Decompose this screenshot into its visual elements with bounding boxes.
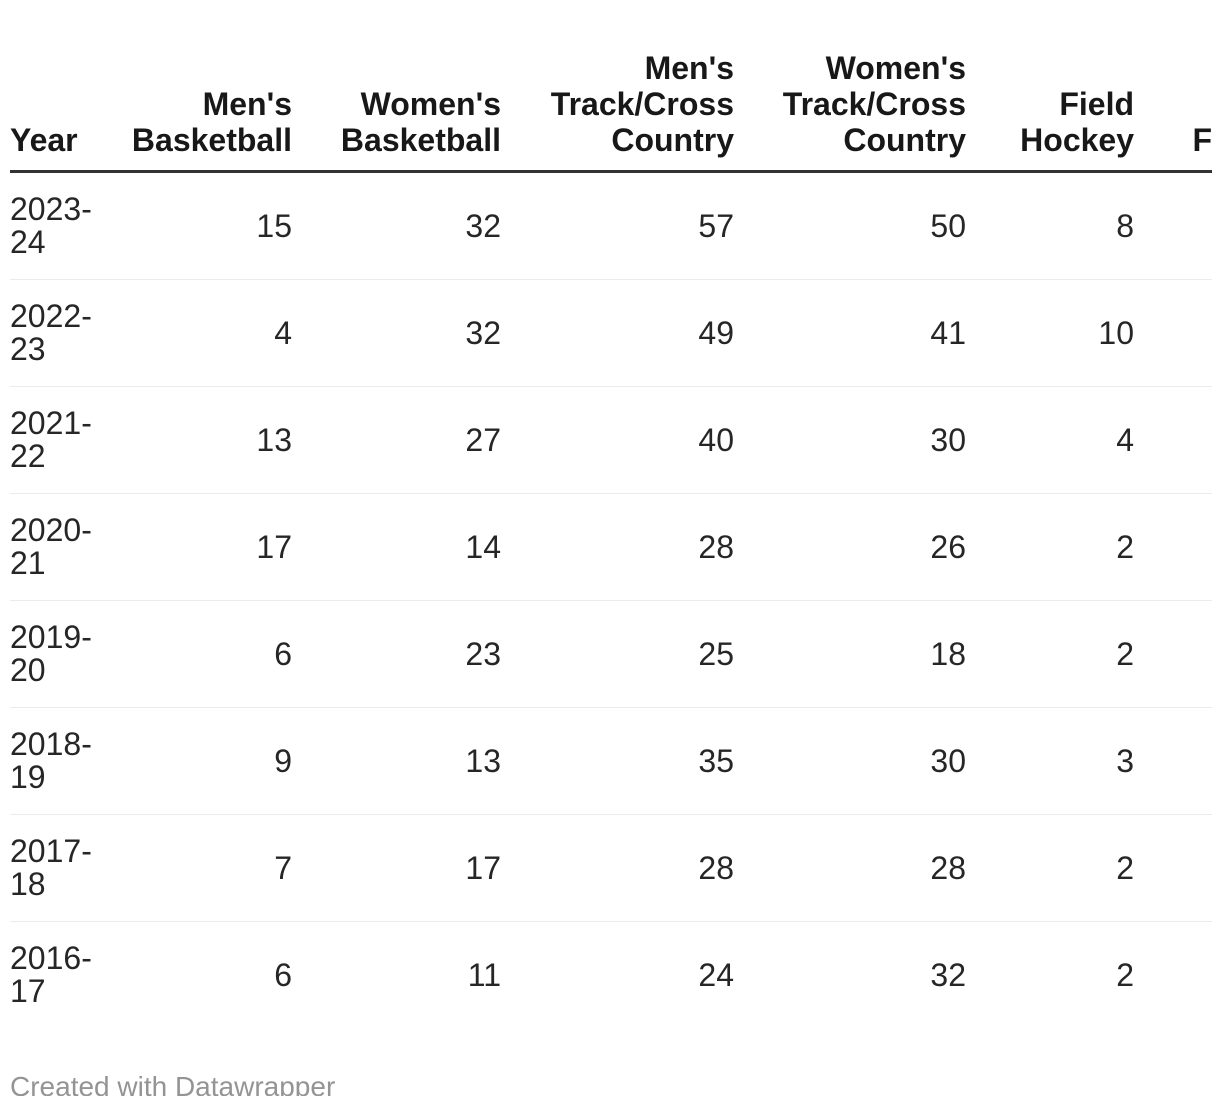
truncated-cell: [1134, 921, 1212, 1028]
womens-track-cell: 50: [930, 207, 966, 244]
mens-track-cell: 24: [501, 921, 734, 1028]
truncated-cell: [1134, 493, 1212, 601]
mens-basketball-cell: 7: [110, 814, 292, 922]
year-cell: 2020-21: [10, 493, 110, 601]
table-row: 2021-22 13 27 40 30 4: [10, 386, 1212, 494]
year-cell: 2019-20: [10, 600, 110, 708]
table-row: 2023-24 15 32 57 50 8: [10, 172, 1212, 280]
womens-track-cell: 26: [734, 493, 966, 601]
year-cell: 2022-23: [10, 279, 110, 387]
mens-basketball-cell: 6: [110, 600, 292, 708]
column-header-year: Year: [10, 0, 110, 173]
field-hockey-cell: 2: [966, 921, 1134, 1028]
table-row: 2020-21 17 14 28 26 2: [10, 493, 1212, 601]
mens-track-cell: 49: [501, 279, 734, 387]
womens-track-cell: 32: [734, 921, 966, 1028]
womens-track-cell: 41: [734, 279, 966, 387]
mens-basketball-cell: 17: [110, 493, 292, 601]
column-header-mens-basketball: Men's Basketball: [110, 0, 292, 173]
column-header-mens-track-cross-country: Men's Track/Cross Country: [501, 0, 734, 173]
womens-track-cell: 28: [734, 814, 966, 922]
field-hockey-cell: 4: [966, 386, 1134, 494]
column-header-womens-track-cross-country: Women's Track/Cross Country: [734, 0, 966, 173]
mens-basketball-cell: 9: [110, 707, 292, 815]
mens-basketball-cell: 6: [110, 921, 292, 1028]
mens-track-cell: 28: [501, 493, 734, 601]
mens-basketball-cell: 13: [110, 386, 292, 494]
mens-basketball-cell: 4: [110, 279, 292, 387]
womens-basketball-cell: 23: [292, 600, 501, 708]
truncated-cell: [1134, 386, 1212, 494]
field-hockey-cell: 2: [966, 493, 1134, 601]
year-cell: 2016-17: [10, 921, 110, 1028]
womens-basketball-cell: 27: [292, 386, 501, 494]
mens-track-cell: 25: [501, 600, 734, 708]
womens-basketball-cell: 17: [292, 814, 501, 922]
field-hockey-cell: 8: [1116, 207, 1134, 244]
womens-track-cell: 30: [734, 707, 966, 815]
womens-basketball-cell: 11: [292, 921, 501, 1028]
year-cell: 2018-19: [10, 707, 110, 815]
table-row: 2017-18 7 17 28 28 2: [10, 814, 1212, 922]
year-cell: 2021-22: [10, 386, 110, 494]
truncated-cell: [1134, 707, 1212, 815]
mens-track-cell: 57: [698, 207, 734, 244]
field-hockey-cell: 2: [966, 814, 1134, 922]
table-row: 2016-17 6 11 24 32 2: [10, 921, 1212, 1028]
truncated-cell: [1134, 279, 1212, 387]
womens-basketball-cell: 32: [292, 279, 501, 387]
mens-track-cell: 40: [501, 386, 734, 494]
womens-basketball-cell: 32: [465, 207, 501, 244]
field-hockey-cell: 10: [966, 279, 1134, 387]
field-hockey-cell: 2: [966, 600, 1134, 708]
womens-basketball-cell: 13: [292, 707, 501, 815]
year-cell: 2017-18: [10, 814, 110, 922]
womens-track-cell: 30: [734, 386, 966, 494]
womens-track-cell: 18: [734, 600, 966, 708]
table-row: 2019-20 6 23 25 18 2: [10, 600, 1212, 708]
truncated-cell: [1134, 814, 1212, 922]
table-row: 2018-19 9 13 35 30 3: [10, 707, 1212, 815]
mens-track-cell: 35: [501, 707, 734, 815]
truncated-cell: [1134, 600, 1212, 708]
table-header-row: Year Men's Basketball Women's Basketball…: [10, 0, 1212, 173]
column-header-womens-basketball: Women's Basketball: [292, 0, 501, 173]
table-scroll-area: Year Men's Basketball Women's Basketball…: [10, 0, 1212, 1028]
mens-track-cell: 28: [501, 814, 734, 922]
field-hockey-cell: 3: [966, 707, 1134, 815]
column-header-truncated: F: [1134, 0, 1212, 173]
truncated-cell: [1134, 172, 1212, 280]
mens-basketball-cell: 15: [256, 207, 292, 244]
year-cell: 2023-24: [10, 191, 92, 260]
column-header-field-hockey: Field Hockey: [966, 0, 1134, 173]
sports-participation-table: Year Men's Basketball Women's Basketball…: [10, 0, 1212, 1028]
womens-basketball-cell: 14: [292, 493, 501, 601]
datawrapper-credit-link[interactable]: Created with Datawrapper: [10, 1071, 336, 1096]
table-row: 2022-23 4 32 49 41 10: [10, 279, 1212, 387]
